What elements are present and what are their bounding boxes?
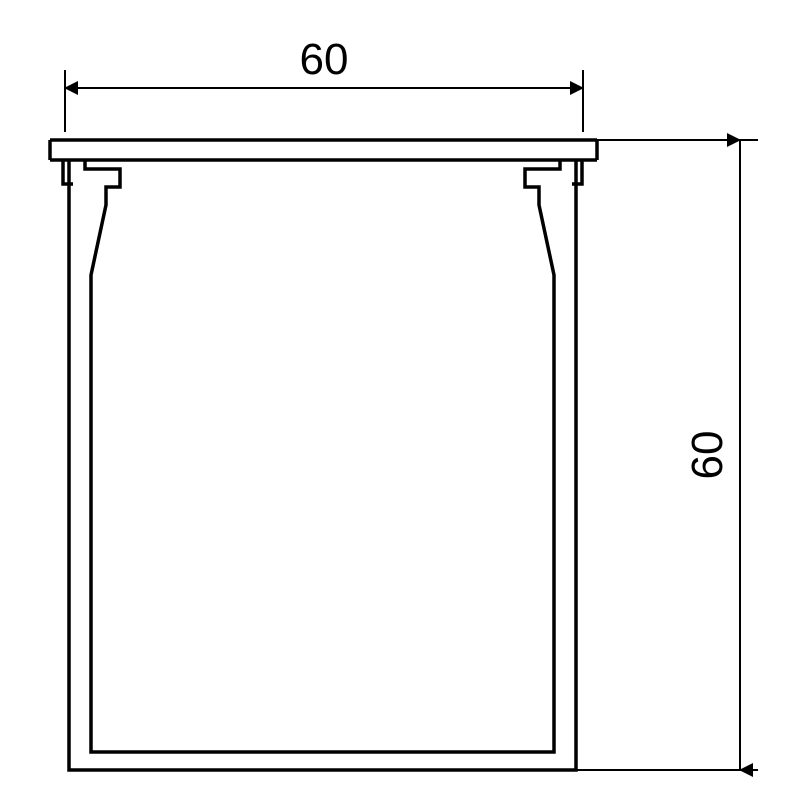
width-dimension-label: 60	[300, 35, 349, 84]
body-outer-outline	[69, 160, 576, 770]
body-inner-outline	[85, 160, 560, 752]
height-dimension-label: 60	[683, 431, 732, 480]
